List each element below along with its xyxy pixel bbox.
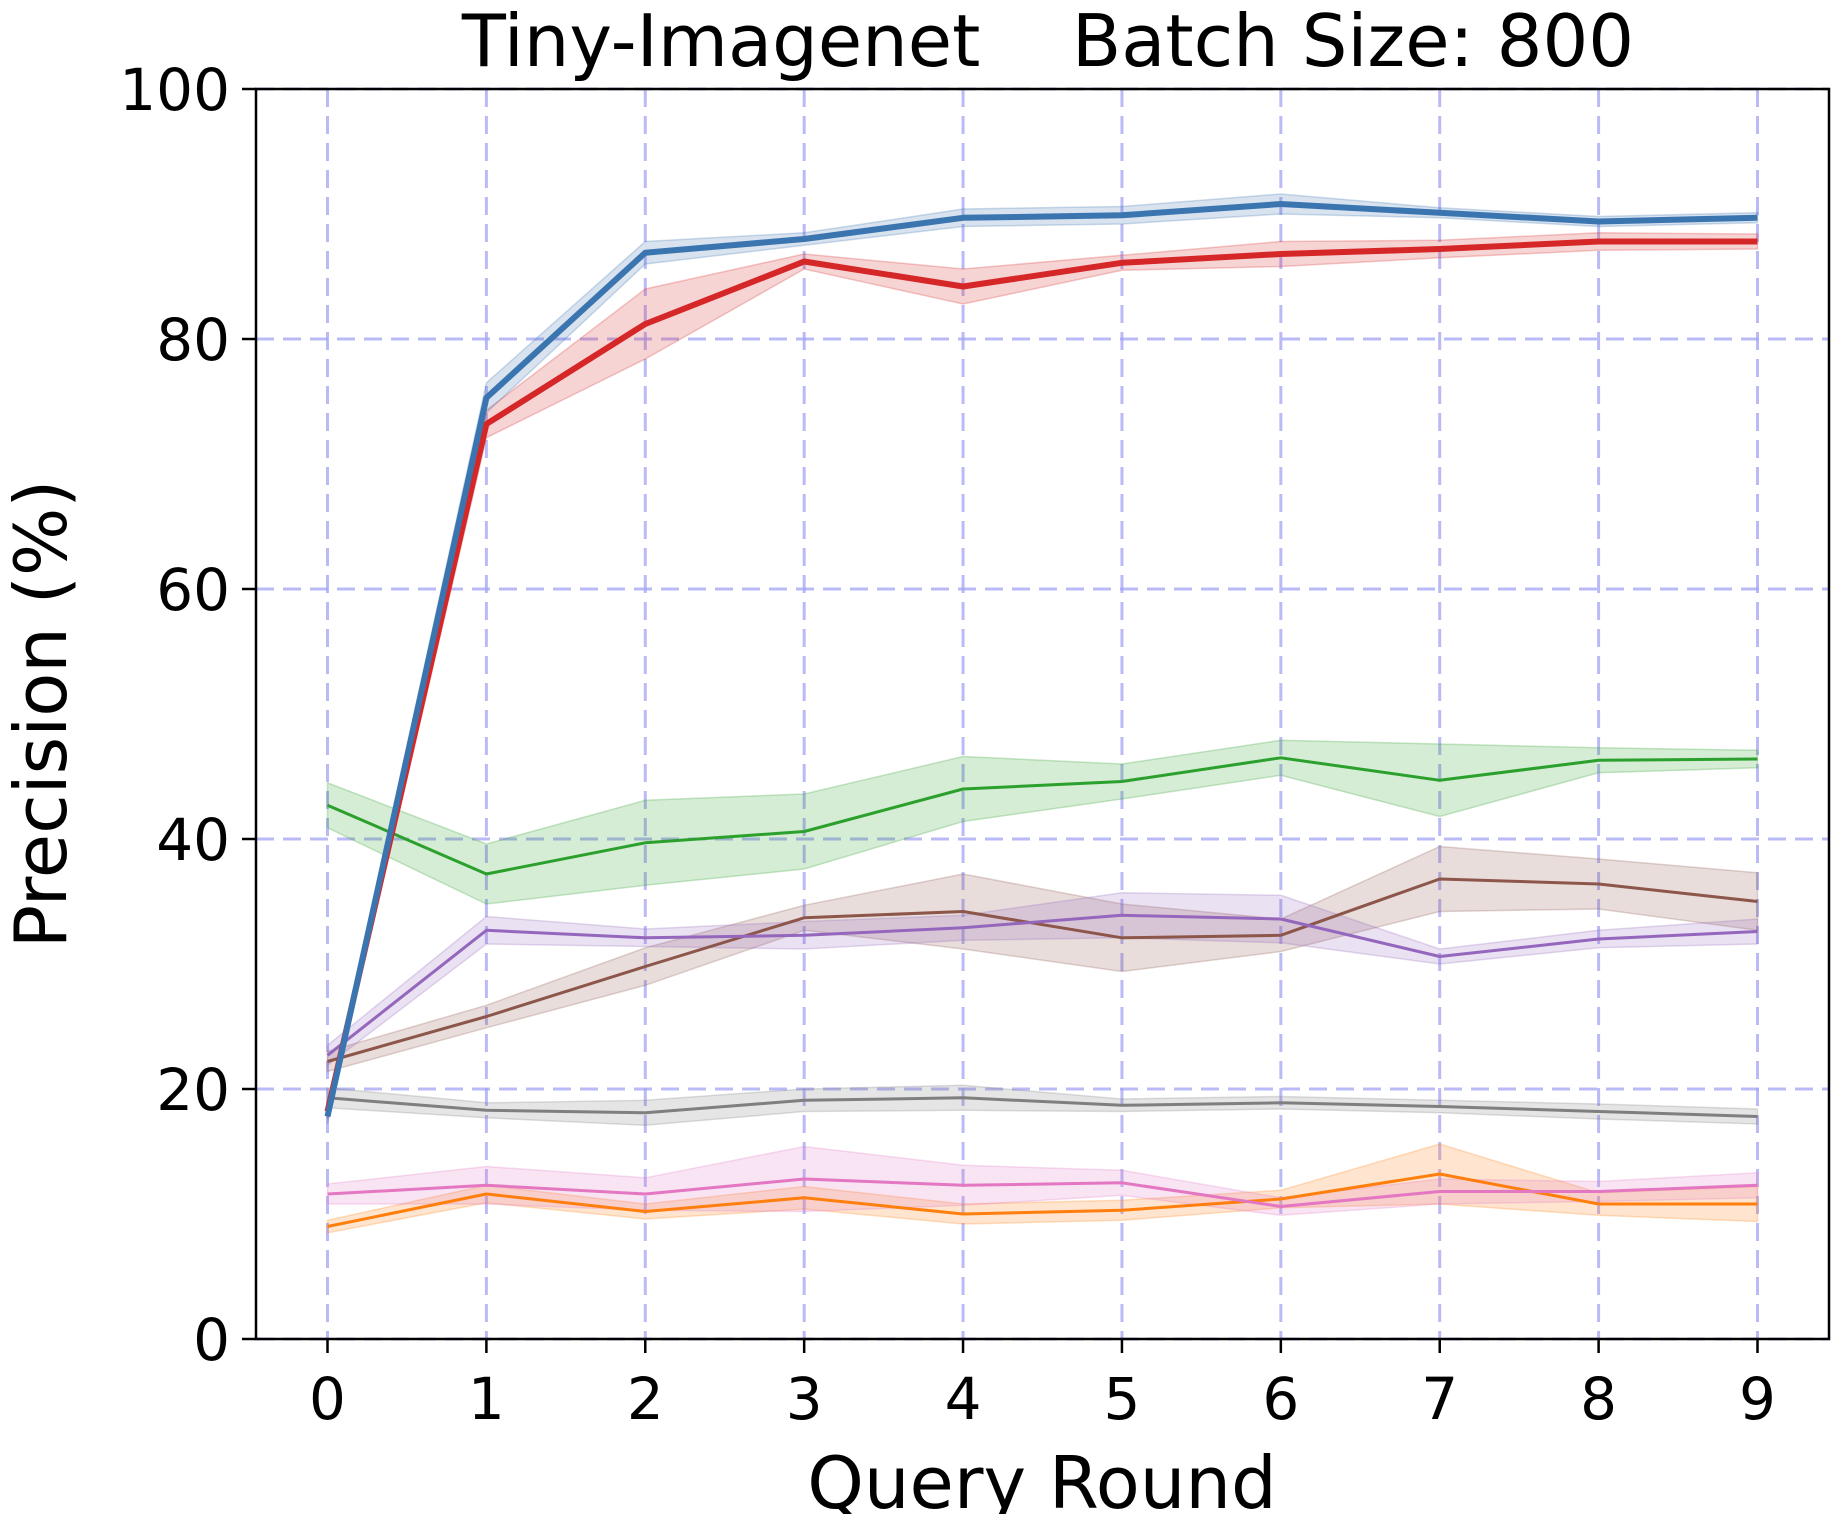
series-6-band [326,232,1759,1120]
series-5-line [326,756,1758,876]
series-7-line [324,201,1758,1118]
series-0-band [326,1143,1759,1234]
series-lines [324,201,1758,1228]
plot-frame [254,87,1831,1341]
series-3-band [326,845,1759,1073]
y-axis-label: Precision (%) [0,480,83,949]
series-2-band [326,1084,1759,1127]
x-tick-label-9: 9 [1739,1365,1776,1433]
series-1-band [326,1145,1759,1217]
chart-title: Tiny-Imagenet Batch Size: 800 [461,0,1634,83]
series-0-line [327,1172,1758,1228]
series-7-band [326,193,1759,1125]
x-tick-label-4: 4 [945,1365,982,1433]
x-tick-label-8: 8 [1580,1365,1617,1433]
confidence-bands [326,193,1759,1234]
series-4-line [326,913,1758,1057]
y-tick-label-0: 0 [193,1306,230,1374]
y-tick-label-2: 40 [156,806,230,874]
series-1-line [327,1177,1758,1208]
x-tick-label-6: 6 [1262,1365,1299,1433]
series-5-band [326,739,1759,905]
x-tick-label-0: 0 [309,1365,346,1433]
y-tick-label-5: 100 [119,56,230,124]
x-tick-label-1: 1 [468,1365,505,1433]
x-axis-label: Query Round [807,1441,1277,1514]
x-tick-label-3: 3 [786,1365,823,1433]
series-6-line [324,238,1758,1113]
series-4-band [326,892,1759,1067]
x-tick-label-2: 2 [627,1365,664,1433]
series-2-line [327,1096,1758,1118]
axis-ticks: 0 1 2 3 4 5 6 7 8 9 0 20 40 60 80 100 [119,56,1776,1433]
x-tick-label-7: 7 [1421,1365,1458,1433]
x-tick-label-5: 5 [1103,1365,1140,1433]
y-tick-label-4: 80 [156,306,230,374]
y-tick-label-1: 20 [156,1056,230,1124]
series-3-line [327,877,1758,1063]
y-tick-label-3: 60 [156,556,230,624]
